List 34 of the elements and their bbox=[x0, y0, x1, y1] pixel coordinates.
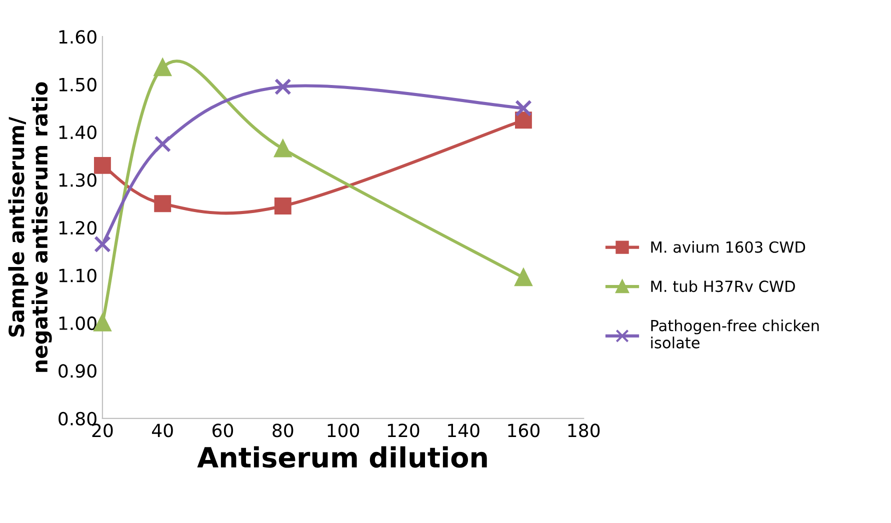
x-tick-label: 180 bbox=[568, 424, 600, 438]
x-tick-label: 60 bbox=[212, 424, 234, 438]
point bbox=[274, 198, 292, 215]
x-tick-label: 120 bbox=[388, 424, 420, 438]
y-tick-label: 0.80 bbox=[58, 412, 96, 426]
legend-label: Pathogen-free chicken isolate bbox=[651, 320, 819, 348]
y-tick-label: 1.00 bbox=[59, 316, 96, 330]
x-tick-label: 160 bbox=[508, 424, 540, 438]
point bbox=[514, 269, 532, 286]
point bbox=[94, 156, 111, 174]
point bbox=[154, 59, 172, 76]
point bbox=[94, 236, 111, 253]
legend-label: M. avium 1603 CWD bbox=[651, 241, 806, 253]
x-tick-label: 40 bbox=[152, 424, 173, 438]
y-tick-label: 1.50 bbox=[59, 78, 96, 92]
x-tick-label: 80 bbox=[272, 424, 294, 438]
y-axis-title: Sample antiserum/ negative antiserum ratio bbox=[8, 82, 52, 372]
point bbox=[514, 112, 532, 129]
point bbox=[154, 195, 172, 212]
y-tick-label: 1.10 bbox=[59, 268, 96, 282]
x-tick-label: 100 bbox=[328, 424, 360, 438]
x-tick-label: 20 bbox=[92, 424, 113, 438]
y-tick-label: 1.30 bbox=[59, 173, 96, 187]
point bbox=[274, 140, 292, 158]
legend-label: M. tub H37Rv CWD bbox=[651, 280, 795, 292]
y-tick-label: 1.20 bbox=[59, 220, 96, 235]
point bbox=[274, 78, 292, 96]
point bbox=[514, 100, 532, 117]
point bbox=[154, 136, 172, 152]
x-tick-label: 140 bbox=[448, 424, 480, 438]
x-axis-title: Antiserum dilution bbox=[197, 446, 487, 468]
y-tick-label: 1.60 bbox=[59, 30, 96, 44]
y-tick-label: 0.90 bbox=[58, 364, 96, 378]
y-tick-label: 1.40 bbox=[59, 126, 96, 140]
